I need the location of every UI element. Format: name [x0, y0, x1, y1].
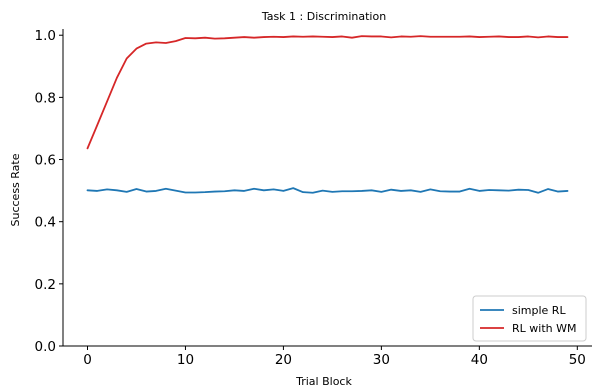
- chart-title: Task 1 : Discrimination: [261, 10, 386, 23]
- y-tick-label: 0.8: [35, 90, 56, 106]
- y-axis-label: Success Rate: [9, 153, 22, 226]
- series-line-0: [86, 187, 569, 194]
- x-tick-label: 40: [471, 352, 488, 368]
- y-tick-label: 1.0: [35, 28, 56, 44]
- x-tick-label: 20: [275, 352, 292, 368]
- legend-box: [472, 295, 587, 342]
- y-tick-label: 0.6: [35, 153, 56, 169]
- y-tick-label: 0.4: [35, 215, 56, 231]
- legend-label-0: simple RL: [512, 304, 566, 317]
- y-tick-label: 0.2: [35, 277, 56, 293]
- y-tick-label: 0.0: [35, 339, 56, 355]
- legend: simple RL RL with WM: [472, 295, 587, 342]
- series-line-1: [86, 35, 569, 150]
- x-tick-label: 50: [569, 352, 586, 368]
- x-axis-label: Trial Block: [295, 375, 352, 388]
- legend-label-1: RL with WM: [512, 322, 576, 335]
- plot-area: 0 10 20 30 40 50 0.0 0.2 0.4 0.6 0.8 1.0: [35, 28, 592, 368]
- x-tick-label: 30: [373, 352, 390, 368]
- x-tick-label: 0: [83, 352, 92, 368]
- x-tick-label: 10: [177, 352, 194, 368]
